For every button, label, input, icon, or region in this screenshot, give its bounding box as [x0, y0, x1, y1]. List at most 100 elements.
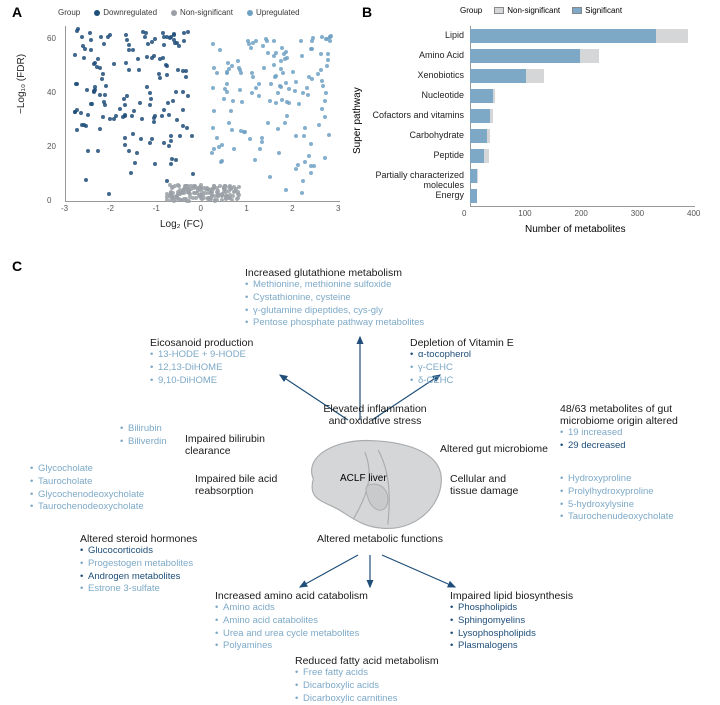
x-axis-label: Number of metabolites [525, 224, 626, 235]
list-item: γ-glutamine dipeptides, cys-gly [245, 305, 495, 318]
list-item: Urea and urea cycle metabolites [215, 628, 415, 641]
bar-category-label: Energy [364, 190, 464, 200]
node-heading: Altered metabolic functions [300, 533, 460, 545]
list-item: Cystathionine, cysteine [245, 292, 495, 305]
list-item: α-tocopherol [410, 349, 570, 362]
list-item: Androgen metabolites [80, 571, 260, 584]
scatter-plot: -3-2-101230204060 [65, 26, 340, 201]
list-item: 29 decreased [560, 440, 710, 453]
x-axis-label: Log₂ (FC) [160, 219, 203, 230]
list-item: Prolylhydroxyproline [560, 486, 720, 499]
list-item: Pentose phosphate pathway metabolites [245, 317, 495, 330]
node-heading: Increased amino acid catabolism [215, 590, 415, 602]
node-bilirubin: Impaired bilirubin clearance [185, 433, 305, 457]
node-list: Methionine, methionine sulfoxideCystathi… [245, 279, 495, 330]
list-item: 19 increased [560, 427, 710, 440]
node-amino: Increased amino acid catabolism Amino ac… [215, 590, 415, 653]
bar-category-label: Partially characterized molecules [364, 170, 464, 190]
list-item: Lysophospholipids [450, 628, 630, 641]
bar-row: Nucleotide [470, 89, 695, 103]
list-item: Amino acid catabolites [215, 615, 415, 628]
node-heading: Altered steroid hormones [80, 533, 260, 545]
panel-a-volcano: Group Downregulated Non-significant Upre… [10, 4, 350, 249]
bar-row: Xenobiotics [470, 69, 695, 83]
list-item: 12,13-DiHOME [150, 362, 310, 375]
node-list: GlycocholateTaurocholateGlycochenodeoxyc… [30, 463, 190, 514]
node-list: 19 increased29 decreased [560, 427, 710, 453]
node-steroids: Altered steroid hormones Glucocorticoids… [80, 533, 260, 596]
list-item: δ-CEHC [410, 375, 570, 388]
bar-row: Energy [470, 189, 695, 203]
bar-row: Amino Acid [470, 49, 695, 63]
bar-category-label: Peptide [364, 150, 464, 160]
list-item: Progestogen metabolites [80, 558, 260, 571]
list-item: Dicarboxylic acids [295, 680, 495, 693]
legend-item: Non-significant [494, 6, 560, 15]
legend-title: Group [58, 8, 80, 17]
legend-item: Non-significant [171, 8, 233, 17]
list-item: Glycocholate [30, 463, 190, 476]
bar-row: Peptide [470, 149, 695, 163]
node-list: α-tocopherolγ-CEHCδ-CEHC [410, 349, 570, 387]
list-item: γ-CEHC [410, 362, 570, 375]
node-heading: Elevated inflammation and oxidative stre… [305, 403, 445, 427]
node-heading: Depletion of Vitamin E [410, 337, 570, 349]
node-list: PhospholipidsSphingomyelinsLysophospholi… [450, 602, 630, 653]
bar-category-label: Xenobiotics [364, 70, 464, 80]
list-item: Amino acids [215, 602, 415, 615]
node-bilirubin-items: BilirubinBiliverdin [120, 423, 190, 449]
node-heading: Impaired bile acid reabsorption [195, 473, 305, 497]
list-item: Biliverdin [120, 436, 190, 449]
legend-swatch [572, 7, 582, 14]
list-item: 5-hydroxylysine [560, 499, 720, 512]
list-item: 9,10-DiHOME [150, 375, 310, 388]
legend-label: Non-significant [507, 6, 560, 15]
node-eicosanoid: Eicosanoid production 13-HODE + 9-HODE12… [150, 337, 310, 387]
legend-swatch [494, 7, 504, 14]
node-bile: Impaired bile acid reabsorption [195, 473, 305, 497]
legend-swatch [247, 10, 253, 16]
bar-row: Lipid [470, 29, 695, 43]
node-heading: Eicosanoid production [150, 337, 310, 349]
legend-item: Upregulated [247, 8, 300, 17]
list-item: Bilirubin [120, 423, 190, 436]
list-item: Dicarboxylic carnitines [295, 693, 495, 705]
node-gut-title: Altered gut microbiome [440, 443, 580, 455]
list-item: Taurocholate [30, 476, 190, 489]
node-list: GlucocorticoidsProgestogen metabolitesAn… [80, 545, 260, 596]
bar-row: Partially characterized molecules [470, 169, 695, 183]
list-item: Taurochenudeoxycholate [560, 511, 720, 524]
list-item: Plasmalogens [450, 640, 630, 653]
node-list: HydroxyprolineProlylhydroxyproline5-hydr… [560, 473, 720, 524]
list-item: Polyamines [215, 640, 415, 653]
bar-category-label: Amino Acid [364, 50, 464, 60]
bar-category-label: Carbohydrate [364, 130, 464, 140]
node-list: Free fatty acidsDicarboxylic acidsDicarb… [295, 667, 495, 705]
list-item: Taurochenodeoxycholate [30, 501, 190, 514]
node-gut-summary: 48/63 metabolites of gut microbiome orig… [560, 403, 710, 453]
list-item: Free fatty acids [295, 667, 495, 680]
node-cellular-items: HydroxyprolineProlylhydroxyproline5-hydr… [560, 473, 720, 524]
node-heading: Increased glutathione metabolism [245, 267, 495, 279]
bar-category-label: Lipid [364, 30, 464, 40]
node-list: Amino acidsAmino acid catabolitesUrea an… [215, 602, 415, 653]
list-item: Hydroxyproline [560, 473, 720, 486]
legend-swatch [171, 10, 177, 16]
node-vitamin-e: Depletion of Vitamin E α-tocopherolγ-CEH… [410, 337, 570, 387]
list-item: Glucocorticoids [80, 545, 260, 558]
legend-item: Significant [572, 6, 622, 15]
node-list: 13-HODE + 9-HODE12,13-DiHOME9,10-DiHOME [150, 349, 310, 387]
list-item: Methionine, methionine sulfoxide [245, 279, 495, 292]
legend-label: Downregulated [103, 8, 157, 17]
node-list: BilirubinBiliverdin [120, 423, 190, 449]
node-heading: 48/63 metabolites of gut microbiome orig… [560, 403, 710, 427]
node-heading: Cellular and tissue damage [450, 473, 550, 497]
node-glutathione: Increased glutathione metabolism Methion… [245, 267, 495, 330]
bar-row: Carbohydrate [470, 129, 695, 143]
node-cellular: Cellular and tissue damage [450, 473, 550, 497]
legend-swatch [94, 10, 100, 16]
legend-item: Downregulated [94, 8, 157, 17]
legend-label: Significant [585, 6, 622, 15]
list-item: Phospholipids [450, 602, 630, 615]
legend-label: Non-significant [180, 8, 233, 17]
